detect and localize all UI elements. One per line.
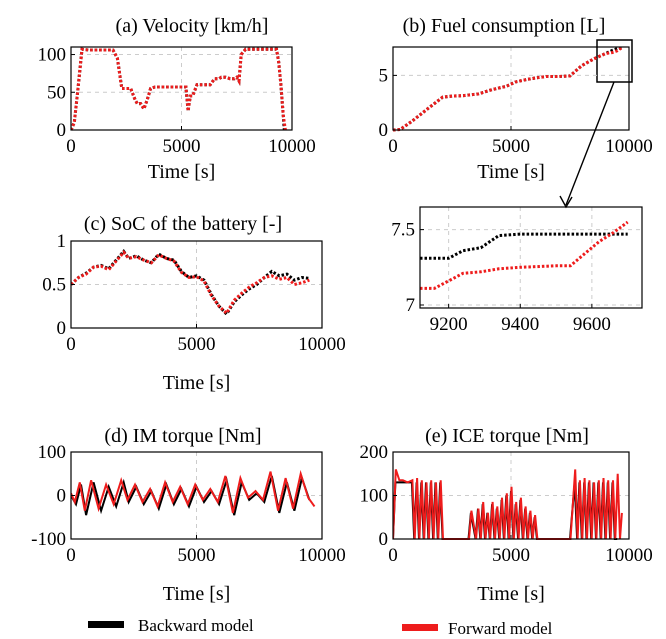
series-line-backward <box>393 46 623 132</box>
panel-title: (e) ICE torque [Nm] <box>425 425 589 447</box>
zoom-connector-arrow <box>565 81 615 206</box>
y-tick-label: 200 <box>360 442 389 463</box>
x-tick-label: 5000 <box>163 136 201 157</box>
legend-swatch-forward <box>402 624 438 631</box>
panel-e: 0 5000 10000 0 100 200 (e) ICE torque [Nm] Time… <box>360 425 653 605</box>
zoom-region-box <box>596 39 633 83</box>
y-tick-label: 0 <box>57 318 67 339</box>
zoom-arrowhead <box>559 195 573 209</box>
x-tick-label: 9200 <box>430 314 468 335</box>
y-tick-label: 0 <box>379 529 389 550</box>
y-tick-label: 7 <box>406 295 416 316</box>
series-line-backward <box>71 47 286 131</box>
x-tick-label: 0 <box>388 136 398 157</box>
x-tick-label: 9600 <box>573 314 611 335</box>
series-line-forward <box>71 469 316 514</box>
panel-b: 0 5000 10000 0 5 (b) Fuel consumption [L] Time… <box>379 15 653 183</box>
series-line-backward <box>71 248 310 317</box>
x-tick-label: 5000 <box>178 545 216 566</box>
y-tick-label: -100 <box>31 529 66 550</box>
y-tick-label: 0.5 <box>42 275 66 296</box>
series-line-forward <box>71 47 287 131</box>
x-tick-label: 10000 <box>605 545 653 566</box>
x-axis-label: Time [s] <box>163 372 231 394</box>
legend-label-forward: Forward model <box>448 619 553 638</box>
x-tick-label: 5000 <box>492 545 530 566</box>
x-tick-label: 0 <box>66 545 76 566</box>
legend: Backward model Forward model <box>88 616 553 638</box>
panel-a: 0 5000 10000 0 50 100 (a) Velocity [km/h] Time … <box>38 15 316 183</box>
series-line-forward <box>71 249 310 316</box>
x-axis-label: Time [s] <box>163 583 231 605</box>
x-axis-label: Time [s] <box>148 161 216 183</box>
x-tick-label: 0 <box>66 136 76 157</box>
y-tick-label: 0 <box>379 120 389 141</box>
legend-swatch-backward <box>88 621 124 628</box>
x-axis-label: Time [s] <box>477 161 545 183</box>
y-tick-label: 1 <box>57 231 67 252</box>
series-line-backward <box>420 232 628 260</box>
axes-frame <box>419 206 643 309</box>
y-tick-label: 5 <box>379 65 389 86</box>
y-tick-label: 7.5 <box>391 220 415 241</box>
x-tick-label: 10000 <box>268 136 316 157</box>
series-line-forward <box>393 469 623 540</box>
x-tick-label: 0 <box>66 334 76 355</box>
x-tick-label: 5000 <box>492 136 530 157</box>
x-tick-label: 9400 <box>501 314 539 335</box>
y-tick-label: 0 <box>57 120 67 141</box>
x-tick-label: 10000 <box>298 545 346 566</box>
x-tick-label: 0 <box>388 545 398 566</box>
series-line-forward <box>393 46 623 132</box>
y-tick-label: 100 <box>38 45 67 66</box>
series-line-forward <box>420 220 629 290</box>
x-axis-label: Time [s] <box>477 583 545 605</box>
panel-title: (d) IM torque [Nm] <box>104 425 261 447</box>
y-tick-label: 50 <box>47 82 66 103</box>
y-tick-label: 100 <box>38 442 67 463</box>
y-tick-label: 0 <box>57 486 67 507</box>
x-tick-label: 10000 <box>605 136 653 157</box>
panel-c: 0 5000 10000 0 0.5 1 (c) SoC of the battery [-… <box>42 213 346 394</box>
panel-title: (c) SoC of the battery [-] <box>84 213 282 235</box>
x-tick-label: 10000 <box>298 334 346 355</box>
panel-title: (b) Fuel consumption [L] <box>403 15 606 37</box>
panel-title: (a) Velocity [km/h] <box>116 15 269 37</box>
x-tick-label: 5000 <box>178 334 216 355</box>
legend-label-backward: Backward model <box>138 616 254 635</box>
panel-zoom: 9200 9400 9600 7 7.5 <box>391 206 643 335</box>
y-tick-label: 100 <box>360 486 389 507</box>
